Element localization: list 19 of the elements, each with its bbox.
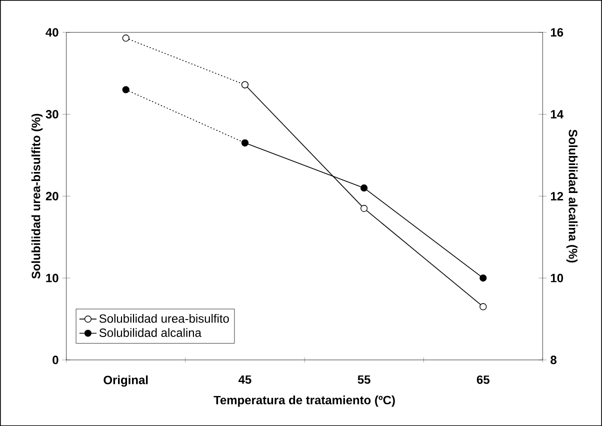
y-tick-label: 0 — [52, 356, 58, 364]
y2-tick-label: 10 — [550, 274, 564, 282]
y-axis-title: Solubilidad urea-bisulfito (%) — [31, 114, 43, 279]
y2-axis-title: Solubilidad alcalina (%) — [566, 129, 578, 262]
y-tick-label: 20 — [46, 192, 58, 200]
legend-label: Solubilidad alcalina — [99, 328, 202, 337]
x-axis-title: Temperatura de tratamiento (ºC) — [214, 395, 395, 407]
x-tick-label: 65 — [476, 375, 490, 384]
y2-tick-label: 12 — [550, 192, 564, 200]
y2-tick-label: 8 — [550, 356, 556, 364]
x-tick-label: 45 — [238, 375, 252, 384]
legend-label: Solubilidad urea-bisulfito — [99, 314, 229, 323]
y-tick-label: 10 — [46, 274, 58, 282]
y-tick-label: 30 — [46, 110, 58, 118]
y-tick-label: 40 — [46, 28, 58, 36]
y2-tick-label: 14 — [550, 110, 564, 118]
y2-tick-label: 16 — [550, 28, 564, 36]
x-tick-label: Original — [104, 375, 148, 387]
x-tick-label: 55 — [358, 375, 370, 384]
